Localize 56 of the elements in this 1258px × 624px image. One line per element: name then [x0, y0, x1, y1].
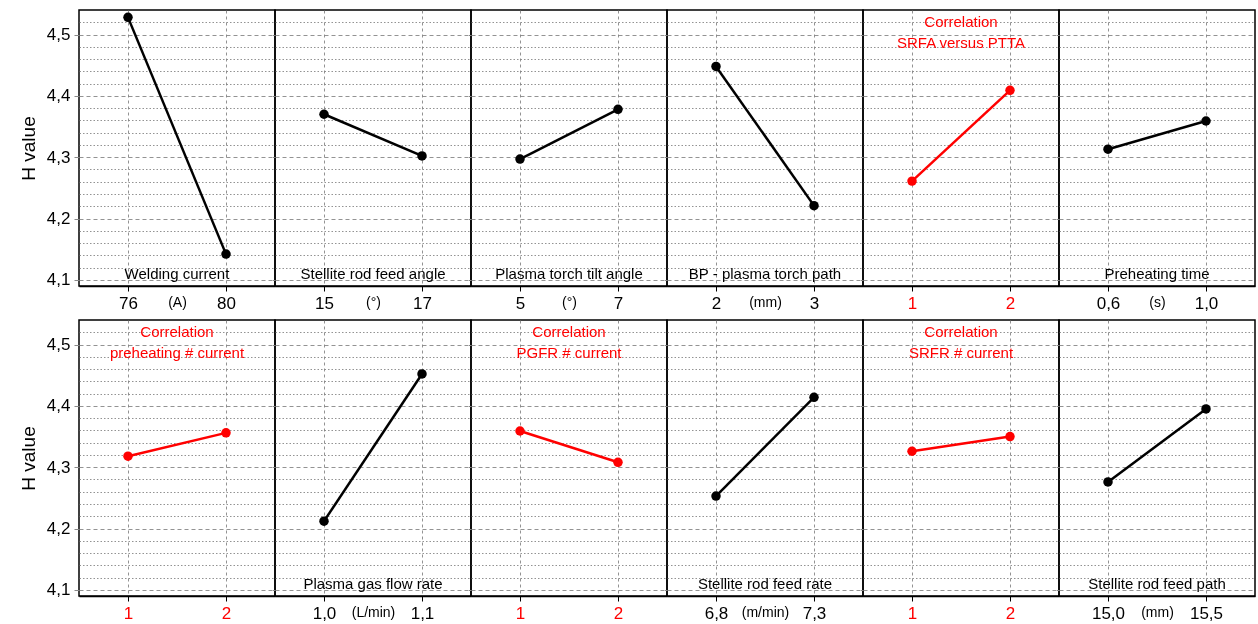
x-axis-title: (s)	[1149, 293, 1166, 310]
x-axis-title: (°)	[562, 293, 577, 310]
x-tick-label: 80	[217, 293, 236, 313]
text: Welding current	[124, 265, 231, 282]
y-tick-label: 4,1	[46, 270, 71, 290]
x-tick-label: 3	[809, 293, 820, 313]
x-tick-label: 2	[711, 293, 722, 313]
y-tick-label: 4,2	[46, 519, 71, 539]
text: Correlation preheating # current	[109, 323, 245, 361]
x-tick-label: 1	[123, 603, 134, 623]
y-axis-title: H value	[17, 426, 39, 491]
x-tick-label: 76	[119, 293, 138, 313]
text: Correlation SRFA versus PTTA	[896, 13, 1026, 51]
x-tick-label: 2	[1005, 293, 1016, 313]
text: Plasma gas flow rate	[303, 575, 443, 592]
x-axis-title: (°)	[366, 293, 381, 310]
x-tick-label: 0,6	[1096, 293, 1121, 313]
y-tick-label: 4,5	[46, 335, 71, 355]
y-tick-label: 4,2	[46, 209, 71, 229]
x-tick-label: 7	[613, 293, 624, 313]
x-tick-label: 7,3	[802, 603, 827, 623]
x-tick-label: 1,0	[312, 603, 337, 623]
y-tick-label: 4,1	[46, 580, 71, 600]
x-tick-label: 1	[515, 603, 526, 623]
text: Preheating time	[1104, 265, 1210, 282]
x-tick-label: 2	[1005, 603, 1016, 623]
x-tick-label: 2	[613, 603, 624, 623]
x-tick-label: 2	[221, 603, 232, 623]
text: Correlation SRFR # current	[908, 323, 1014, 361]
x-axis-title: (m/min)	[741, 603, 790, 620]
x-axis-title: (mm)	[749, 293, 782, 310]
text: Stellite rod feed rate	[697, 575, 833, 592]
y-tick-label: 4,5	[46, 25, 71, 45]
x-tick-label: 15	[315, 293, 334, 313]
x-tick-label: 6,8	[704, 603, 729, 623]
y-tick-label: 4,4	[46, 396, 71, 416]
x-axis-title: (mm)	[1141, 603, 1174, 620]
x-tick-label: 1	[907, 293, 918, 313]
x-tick-label: 15,5	[1189, 603, 1224, 623]
x-tick-label: 5	[515, 293, 526, 313]
x-tick-label: 17	[413, 293, 432, 313]
x-axis-title: (L/min)	[351, 603, 396, 620]
y-tick-label: 4,3	[46, 457, 71, 477]
text: Stellite rod feed path	[1088, 575, 1226, 592]
text: Stellite rod feed angle	[300, 265, 446, 282]
x-tick-label: 15,0	[1091, 603, 1126, 623]
y-tick-label: 4,4	[46, 86, 71, 106]
x-tick-label: 1,0	[1194, 293, 1219, 313]
x-tick-label: 1	[907, 603, 918, 623]
y-axis-title: H value	[17, 116, 39, 181]
x-tick-label: 1,1	[410, 603, 435, 623]
x-axis-title: (A)	[168, 293, 187, 310]
text: Correlation PGFR # current	[516, 323, 623, 361]
text: BP - plasma torch path	[688, 265, 842, 282]
y-tick-label: 4,3	[46, 147, 71, 167]
text: Plasma torch tilt angle	[495, 265, 643, 282]
